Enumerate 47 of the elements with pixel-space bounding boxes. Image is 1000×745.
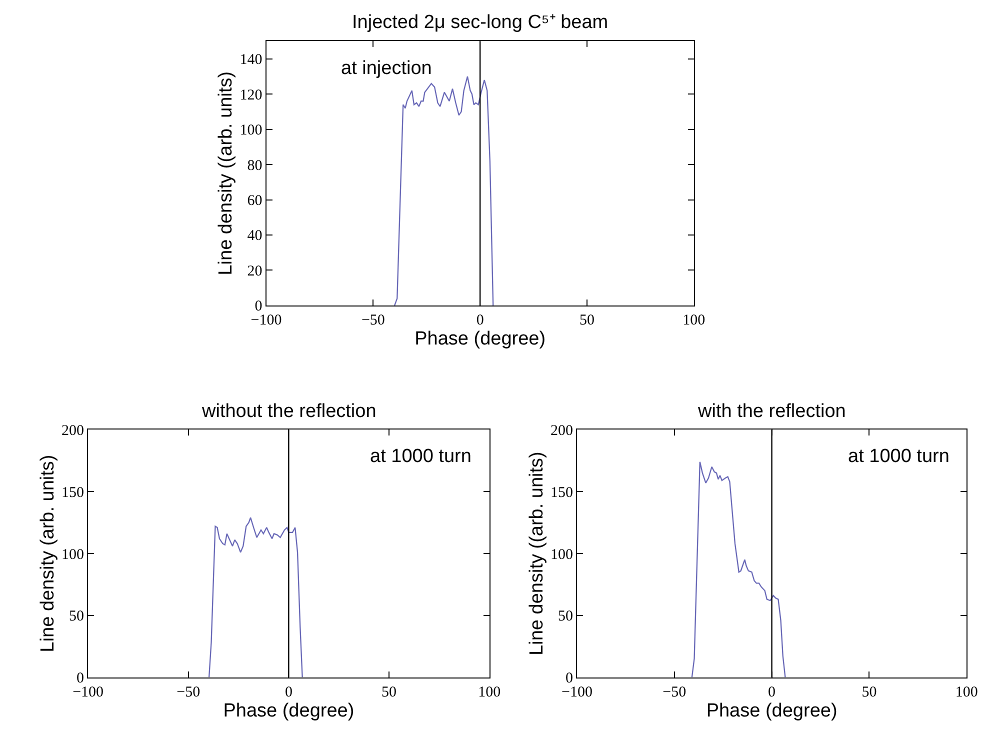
x-tick-label: 0	[284, 684, 292, 700]
x-tick-label: 50	[382, 684, 397, 700]
x-tick-label: 50	[579, 312, 594, 328]
y-axis-title: Line density (arb. units)	[37, 454, 58, 652]
y-tick-label: 200	[550, 422, 573, 439]
y-tick-label: 80	[247, 158, 262, 174]
x-tick-label: −100	[562, 684, 592, 700]
chart-title: without the reflection	[201, 401, 376, 422]
y-tick-label: 100	[550, 546, 573, 563]
y-tick-label: 120	[240, 87, 262, 104]
y-tick-label: 150	[550, 484, 573, 501]
x-axis-title: Phase (degree)	[414, 328, 546, 350]
y-tick-label: 0	[254, 298, 262, 315]
x-axis-title: Phase (degree)	[223, 700, 354, 722]
y-tick-label: 20	[247, 263, 262, 280]
x-tick-label: 100	[478, 684, 501, 700]
chart-title: with the reflection	[697, 401, 846, 422]
line-series	[691, 461, 786, 678]
y-tick-label: 60	[247, 193, 262, 210]
x-tick-label: −100	[72, 684, 104, 700]
x-tick-label: −50	[176, 684, 200, 700]
y-axis-title: Line density ((arb. units)	[216, 71, 237, 276]
x-tick-label: 0	[768, 684, 776, 700]
x-tick-label: 50	[862, 684, 877, 700]
y-tick-label: 140	[240, 52, 262, 68]
x-tick-label: −100	[250, 312, 282, 328]
chart-title: Injected 2μ sec-long C⁵⁺ beam	[352, 12, 608, 33]
x-tick-label: 100	[955, 684, 978, 700]
annotation: at 1000 turn	[848, 446, 950, 467]
y-tick-label: 100	[62, 546, 84, 563]
x-tick-label: −50	[361, 312, 385, 328]
annotation: at injection	[341, 58, 432, 79]
y-tick-label: 200	[62, 422, 84, 439]
x-tick-label: 0	[476, 312, 484, 328]
y-tick-label: 40	[247, 228, 262, 244]
y-axis-title: Line density ((arb. units)	[526, 452, 548, 656]
y-tick-label: 0	[76, 670, 84, 687]
y-tick-label: 50	[69, 608, 84, 625]
x-tick-label: 100	[682, 312, 706, 328]
y-tick-label: 50	[558, 608, 573, 625]
y-tick-label: 150	[62, 484, 84, 501]
y-tick-label: 0	[566, 670, 573, 687]
line-series	[208, 517, 303, 678]
y-tick-label: 100	[240, 122, 262, 139]
annotation: at 1000 turn	[370, 446, 472, 467]
x-tick-label: −50	[662, 684, 686, 700]
x-axis-title: Phase (degree)	[706, 700, 838, 722]
